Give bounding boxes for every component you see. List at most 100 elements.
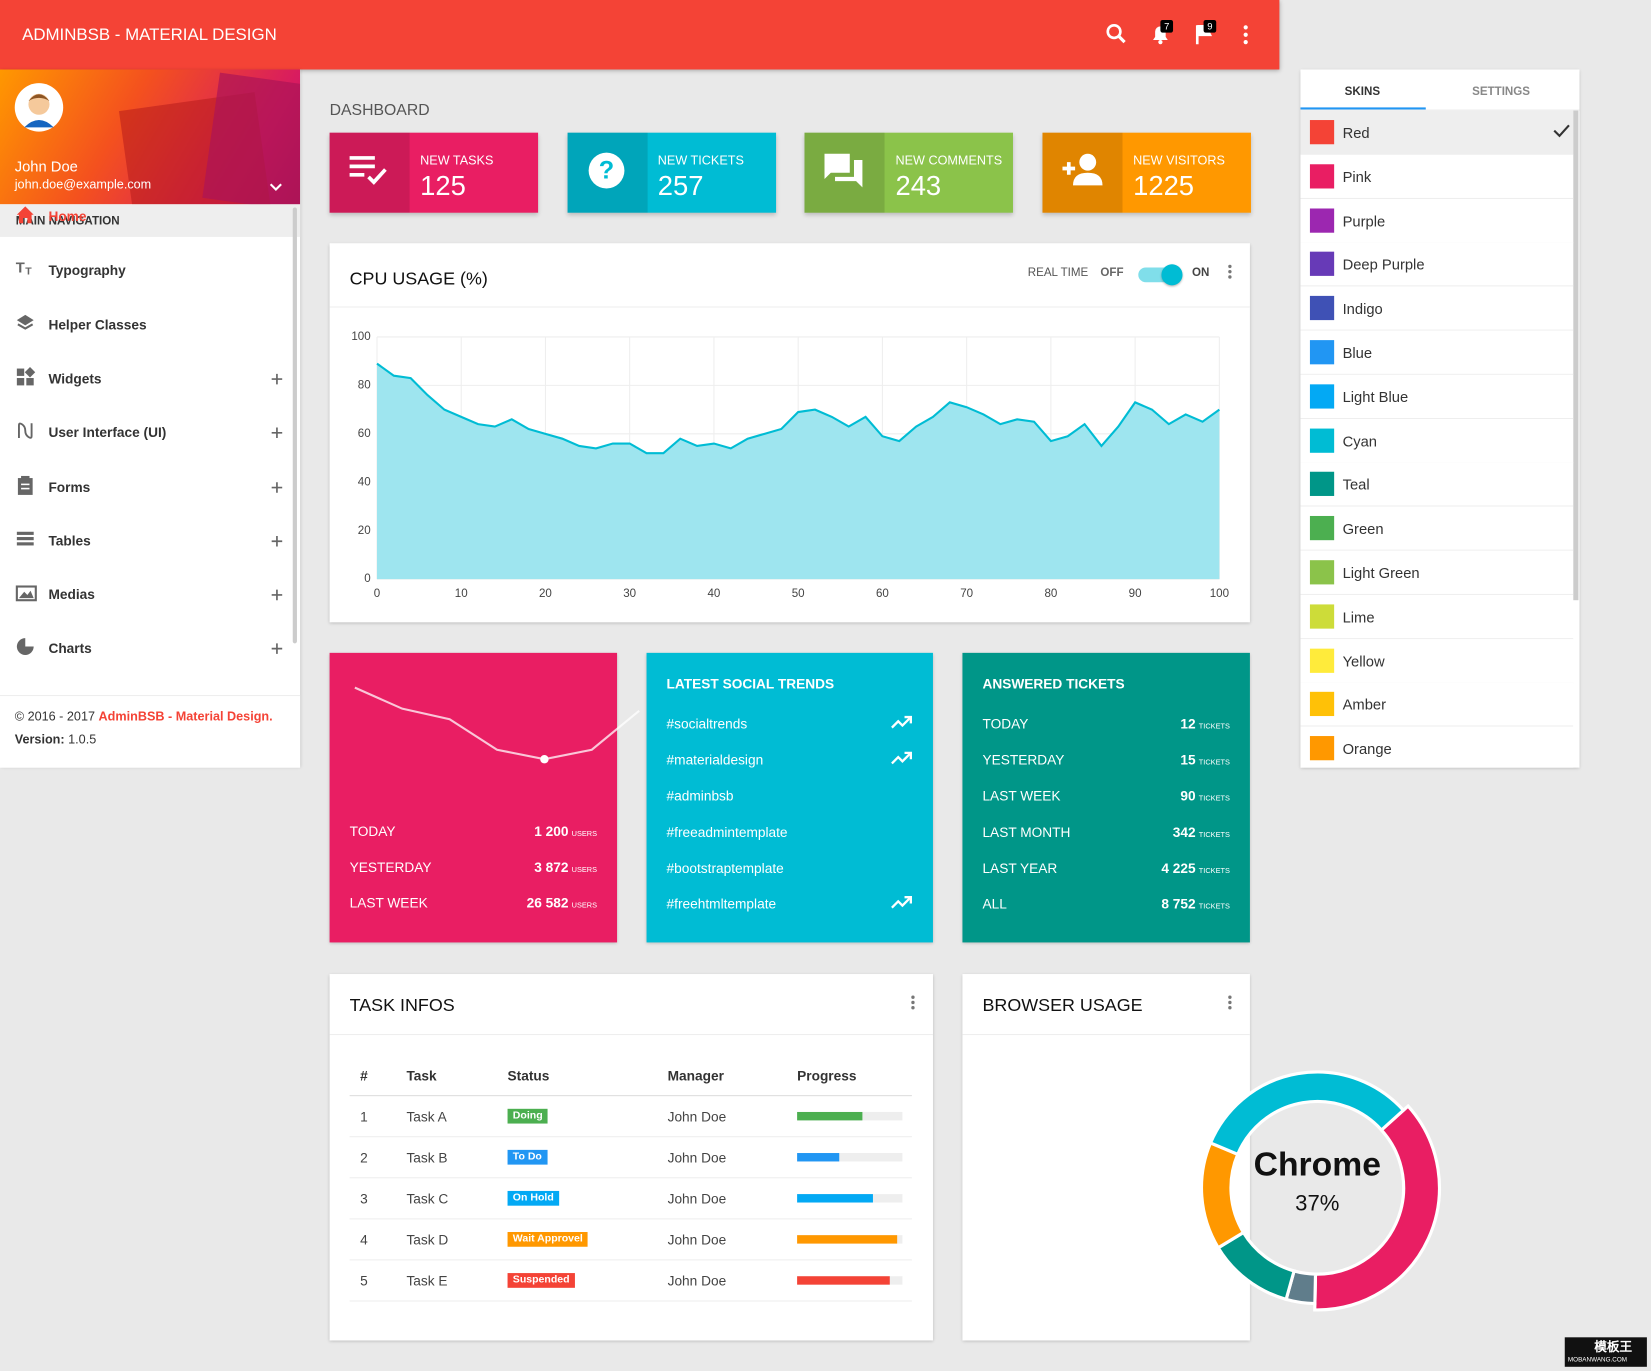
skin-name[interactable]: Red: [1342, 124, 1370, 142]
nav-label[interactable]: Charts: [48, 640, 92, 657]
user-menu-toggle[interactable]: [269, 183, 283, 192]
search-icon[interactable]: [1106, 23, 1129, 46]
nav-item[interactable]: Medias: [0, 571, 293, 617]
skin-name[interactable]: Blue: [1342, 344, 1373, 362]
nav-label[interactable]: Helper Classes: [48, 316, 147, 333]
info-value: 1225: [1133, 169, 1195, 202]
table-header: Progress: [797, 1067, 857, 1084]
nav-label[interactable]: Typography: [48, 262, 126, 279]
more-icon[interactable]: [1240, 23, 1251, 46]
skin-swatch: [1309, 428, 1335, 453]
nav-icon: [17, 475, 33, 495]
sparkline: [354, 686, 640, 761]
sidebar: John Doe john.doe@example.com MAIN NAVIG…: [0, 69, 301, 768]
watermark-url: MOBANWANG.COM: [1567, 1357, 1628, 1364]
nav-label[interactable]: Tables: [48, 532, 91, 549]
skin-name[interactable]: Yellow: [1342, 652, 1385, 670]
y-tick-label: 40: [358, 476, 371, 488]
progress-bar: [797, 1194, 873, 1203]
panel-tab[interactable]: SKINS: [1344, 85, 1381, 98]
skin-item[interactable]: Lime: [1300, 594, 1574, 639]
check-icon: [1553, 124, 1570, 138]
nav-item[interactable]: Widgets: [0, 355, 293, 401]
trend-tag[interactable]: #bootstraptemplate: [666, 860, 784, 876]
nav-item[interactable]: Home: [0, 193, 293, 239]
skin-name[interactable]: Lime: [1342, 608, 1375, 626]
skin-name[interactable]: Cyan: [1342, 432, 1377, 450]
skin-name[interactable]: Purple: [1342, 212, 1386, 230]
skin-name[interactable]: Pink: [1342, 168, 1372, 186]
realtime-toggle[interactable]: [1138, 264, 1183, 286]
skin-item[interactable]: Pink: [1300, 154, 1574, 199]
trend-tag[interactable]: #freehtmltemplate: [666, 896, 777, 912]
skin-item[interactable]: Yellow: [1300, 638, 1574, 683]
nav-item[interactable]: Helper Classes: [0, 301, 293, 347]
skin-name[interactable]: Indigo: [1342, 300, 1383, 318]
watermark: 模板王 MOBANWANG.COM: [1564, 1337, 1647, 1367]
nav-item[interactable]: Charts: [0, 625, 293, 671]
skin-item[interactable]: Green: [1300, 506, 1574, 551]
trend-tag[interactable]: #socialtrends: [666, 716, 748, 732]
trend-tag[interactable]: #freeadmintemplate: [666, 824, 788, 840]
card-menu[interactable]: [1228, 995, 1232, 1010]
nav-label[interactable]: Home: [48, 208, 87, 225]
brand-link[interactable]: AdminBSB - Material Design.: [98, 708, 273, 724]
panel-tab[interactable]: SETTINGS: [1472, 85, 1531, 98]
nav-item[interactable]: Tables: [0, 517, 293, 563]
skin-item[interactable]: Purple: [1300, 198, 1574, 243]
nav-label[interactable]: Widgets: [48, 370, 102, 387]
progress-bar: [797, 1276, 890, 1285]
x-tick-label: 0: [374, 588, 380, 600]
info-icon: ?: [588, 152, 625, 189]
skin-name[interactable]: Deep Purple: [1342, 256, 1425, 274]
skin-item[interactable]: Cyan: [1300, 418, 1574, 463]
copyright: © 2016 - 2017: [14, 708, 96, 724]
y-tick-label: 100: [351, 331, 370, 343]
version-line: Version: 1.0.5: [15, 733, 97, 746]
trend-tag[interactable]: #materialdesign: [666, 752, 764, 768]
skin-item[interactable]: Indigo: [1300, 286, 1574, 331]
row-line: [349, 1218, 912, 1220]
x-tick-label: 70: [960, 588, 973, 600]
skin-name[interactable]: Green: [1342, 520, 1384, 538]
info-label: NEW COMMENTS: [895, 152, 1003, 168]
skin-swatch: [1309, 208, 1335, 233]
skin-name[interactable]: Teal: [1342, 476, 1370, 494]
donut-segment: [1199, 1140, 1246, 1250]
sparkline-chart: [354, 686, 640, 764]
nav-item[interactable]: T T Typography: [0, 247, 293, 293]
task-id: 2: [360, 1149, 368, 1166]
skins-panel: SKINS SETTINGS Red Pink Purple Deep Purple Ind…: [1300, 69, 1580, 768]
avatar[interactable]: [14, 83, 64, 132]
info-icon: [824, 153, 863, 188]
info-box[interactable]: NEW VISITORS 1225: [1042, 132, 1252, 213]
skin-item[interactable]: Amber: [1300, 682, 1574, 727]
info-label: NEW TICKETS: [657, 152, 744, 168]
skin-item[interactable]: Teal: [1300, 462, 1574, 507]
trend-tag[interactable]: #adminbsb: [666, 788, 734, 804]
skin-item[interactable]: Deep Purple: [1300, 242, 1574, 287]
skin-item[interactable]: Light Blue: [1300, 374, 1574, 419]
skin-name[interactable]: Light Green: [1342, 564, 1420, 582]
card-menu[interactable]: [911, 995, 915, 1010]
skin-item[interactable]: Light Green: [1300, 550, 1574, 595]
skin-item[interactable]: Blue: [1300, 330, 1574, 375]
nav-label[interactable]: User Interface (UI): [48, 424, 167, 441]
skin-name[interactable]: Orange: [1342, 740, 1392, 758]
skin-item[interactable]: Red: [1300, 110, 1574, 155]
card-menu[interactable]: [1228, 264, 1232, 279]
nav-item[interactable]: User Interface (UI): [0, 409, 293, 455]
info-box[interactable]: NEW TASKS 125: [329, 132, 539, 213]
nav-label[interactable]: Medias: [48, 586, 95, 603]
app-title[interactable]: ADMINBSB - MATERIAL DESIGN: [22, 26, 277, 45]
nav-item[interactable]: Forms: [0, 463, 293, 509]
ticket-label: LAST WEEK: [982, 788, 1061, 804]
info-box[interactable]: NEW COMMENTS 243: [804, 132, 1014, 213]
skin-name[interactable]: Light Blue: [1342, 388, 1409, 406]
nav-label[interactable]: Forms: [48, 478, 91, 495]
cpu-chart: 0 20 40 60 80 100 0 10 20 30 40 50 60 70 80 90 100: [351, 331, 1229, 600]
info-box[interactable]: ? NEW TICKETS 257: [567, 132, 776, 213]
ticket-number: 12: [1180, 716, 1196, 732]
skin-item[interactable]: Orange: [1300, 726, 1574, 768]
skin-name[interactable]: Amber: [1342, 696, 1386, 714]
